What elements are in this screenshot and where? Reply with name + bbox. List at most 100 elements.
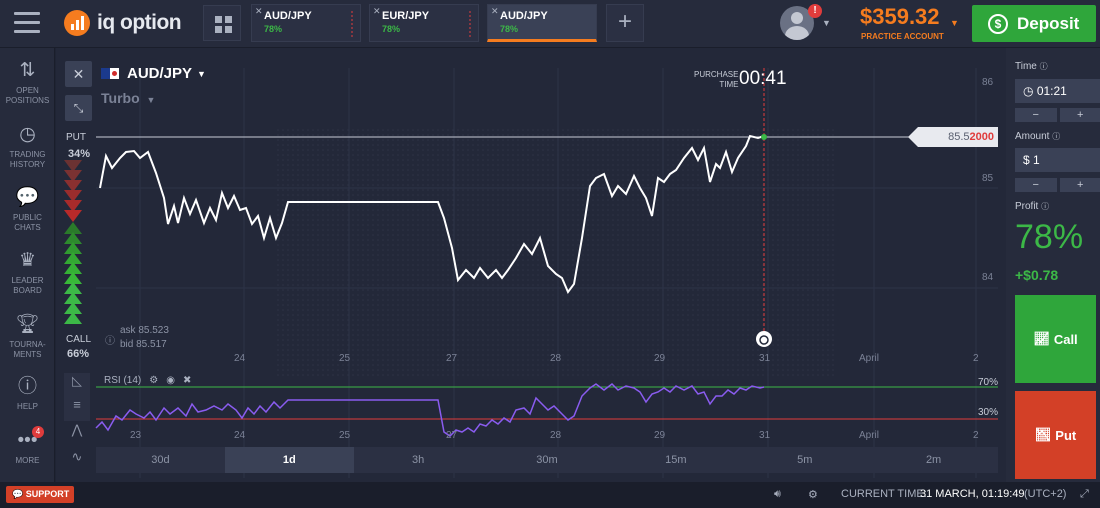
more-icon: ••• (17, 430, 38, 451)
sidebar-item-more[interactable]: ••• 4 MORE (0, 426, 55, 466)
x-axis-label: 23 (130, 430, 142, 441)
x-axis-label: 24 (234, 430, 246, 441)
time-input[interactable]: ◷ 01:21 (1015, 79, 1100, 103)
timeframe-option[interactable]: 5m (797, 454, 813, 466)
profit-label: Profit ⓘ (1015, 201, 1050, 212)
pair-selector[interactable]: AUD/JPY ▼ (101, 65, 206, 82)
x-axis-label: 31 (759, 430, 771, 441)
dollar-icon: $ (988, 13, 1008, 34)
price-main: 85.5 (948, 131, 970, 143)
x-axis-label: 27 (446, 353, 458, 364)
asset-tab-1[interactable]: ✕ AUD/JPY 78% (251, 4, 361, 42)
amount-input[interactable]: $ 1 (1015, 148, 1100, 172)
info-icon[interactable]: ⓘ (1052, 132, 1061, 141)
rsi-indicator-header: RSI (14) ⚙ ◉ ✖ (104, 375, 191, 386)
close-tab-icon[interactable]: ✕ (491, 6, 499, 16)
add-tab-button[interactable]: + (606, 4, 644, 42)
put-button[interactable]: 📉︎ Put (1015, 391, 1096, 479)
time-stepper: − + (1015, 108, 1100, 122)
timeframe-option[interactable]: 2m (925, 454, 942, 466)
chart-type-icon[interactable]: ∿ (71, 449, 83, 464)
x-axis-label: 2 (973, 430, 979, 441)
mode-selector[interactable]: Turbo ▼ (101, 90, 155, 106)
world-map-background (276, 128, 836, 378)
more-badge: 4 (32, 426, 44, 438)
chart-area[interactable]: ✕ ⤡ AUD/JPY ▼ Turbo ▼ PURCHASE TIME 00:4… (56, 48, 1006, 482)
asset-tab-name: EUR/JPY (382, 10, 430, 22)
info-icon[interactable]: ⓘ (1041, 202, 1050, 211)
area-chart-tool-icon[interactable]: ◺ (64, 373, 90, 397)
amount-decrease-button[interactable]: − (1015, 178, 1057, 192)
info-icon[interactable]: ⓘ (105, 336, 115, 347)
asset-tab-2[interactable]: ✕ EUR/JPY 78% (369, 4, 479, 42)
x-axis-label: 2 (973, 353, 979, 364)
amount-increase-button[interactable]: + (1059, 178, 1100, 192)
x-axis-label: 27 (446, 430, 458, 441)
sparkline-icon (351, 11, 353, 37)
sidebar-item-help[interactable]: ⓘ HELP (0, 376, 55, 412)
chevron-down-icon[interactable]: ▼ (822, 18, 831, 28)
sidebar-item-label: MORE (15, 456, 40, 465)
close-chart-button[interactable]: ✕ (65, 61, 92, 87)
top-bar: iq option ✕ AUD/JPY 78% ✕ EUR/JPY 78% ✕ … (0, 0, 1100, 48)
sidebar-item-leaderboard[interactable]: ♛ LEADER BOARD (0, 250, 55, 296)
asset-tab-3-active[interactable]: ✕ AUD/JPY 78% (487, 4, 597, 42)
time-decrease-button[interactable]: − (1015, 108, 1057, 122)
y-axis-label: 85 (982, 173, 994, 184)
chat-icon: 💬 (12, 489, 24, 499)
close-icon[interactable]: ✖ (182, 375, 192, 386)
time-increase-button[interactable]: + (1059, 108, 1100, 122)
grid-view-button[interactable] (203, 5, 241, 41)
amount-label: Amount ⓘ (1015, 131, 1061, 142)
timeframe-option[interactable]: 30d (151, 454, 170, 466)
time-value: 01:21 (1036, 84, 1067, 98)
put-sentiment-pct: 34% (68, 148, 91, 160)
indicators-tool-icon[interactable]: ≡ (64, 397, 90, 421)
asset-tab-pct: 78% (382, 24, 401, 34)
close-tab-icon[interactable]: ✕ (255, 6, 263, 16)
expiry-timer-icon[interactable] (756, 331, 772, 347)
timeframe-option[interactable]: 15m (665, 454, 687, 466)
sidebar-item-open-positions[interactable]: ⇅ OPEN POSITIONS (0, 60, 55, 106)
timeframe-option[interactable]: 3h (412, 454, 425, 466)
collapse-icon[interactable]: ⤡ (65, 95, 92, 121)
notification-badge: ! (808, 4, 822, 18)
menu-icon[interactable] (14, 12, 40, 34)
x-axis-label: 28 (550, 353, 562, 364)
open-positions-icon: ⇅ (19, 60, 36, 81)
fullscreen-icon[interactable]: ⤢ (1080, 488, 1089, 500)
sidebar-item-tournaments[interactable]: 🏆︎ TOURNA- MENTS (0, 314, 55, 360)
timeframe-option-selected[interactable]: 1d (224, 447, 354, 473)
chevron-down-icon: ▼ (197, 68, 206, 79)
info-icon[interactable]: ⓘ (1039, 62, 1048, 71)
logo-text: iq option (97, 11, 182, 34)
deposit-button[interactable]: $ Deposit (972, 5, 1096, 42)
sidebar-item-public-chats[interactable]: 💬 PUBLIC CHATS (0, 187, 55, 233)
x-axis-label: 24 (234, 353, 246, 364)
current-time-value: 31 MARCH, 01:19:49 (920, 488, 1025, 500)
eye-icon[interactable]: ◉ (166, 375, 175, 386)
close-tab-icon[interactable]: ✕ (373, 6, 381, 16)
mode-label: Turbo (101, 90, 140, 106)
price-chart (64, 68, 998, 478)
logo[interactable]: iq option (64, 10, 182, 36)
sidebar-item-trading-history[interactable]: ◷ TRADING HISTORY (0, 124, 55, 170)
pair-title: AUD/JPY (127, 65, 193, 82)
timeframe-option[interactable]: 30m (536, 454, 558, 466)
support-button[interactable]: 💬 SUPPORT (6, 486, 74, 503)
chevron-down-icon[interactable]: ▼ (950, 18, 959, 28)
gear-icon[interactable]: ⚙ (808, 489, 818, 501)
call-button[interactable]: 📈︎ Call (1015, 295, 1096, 383)
volume-icon[interactable]: 🔊︎ (774, 488, 781, 500)
sidebar-item-label: TOURNA- MENTS (9, 340, 46, 359)
x-axis-label: 28 (550, 430, 562, 441)
draw-tool-icon[interactable]: ⋀ (71, 422, 83, 437)
balance-value[interactable]: $359.32 (860, 4, 940, 29)
sidebar-item-label: PUBLIC CHATS (13, 213, 42, 232)
time-label: Time ⓘ (1015, 61, 1048, 72)
call-chart-icon: 📈︎ (1033, 331, 1050, 346)
gear-icon[interactable]: ⚙ (149, 375, 159, 386)
purchase-time-value: 00:41 (739, 68, 787, 89)
asset-tab-pct: 78% (500, 24, 519, 34)
x-axis-label: 25 (339, 353, 351, 364)
